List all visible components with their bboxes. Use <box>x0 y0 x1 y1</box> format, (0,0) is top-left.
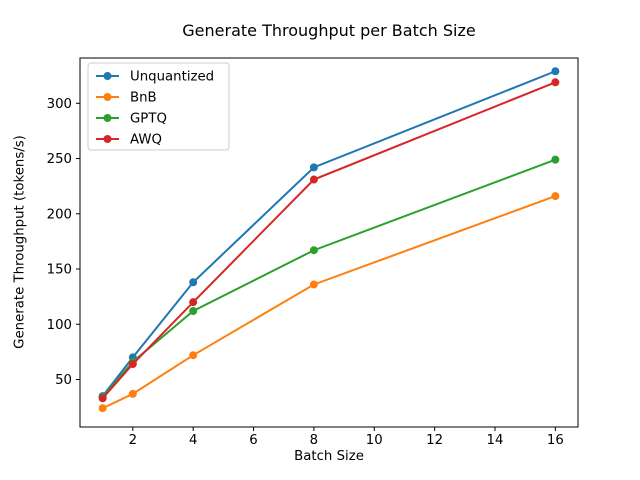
y-tick-label: 200 <box>47 207 72 222</box>
x-tick-label: 8 <box>310 433 318 448</box>
x-tick-label: 4 <box>189 433 197 448</box>
series-point-awq <box>98 394 107 403</box>
series-point-unquantized <box>189 278 198 287</box>
series-point-bnb <box>189 351 198 360</box>
series-point-bnb <box>309 280 318 289</box>
series-point-gptq <box>551 155 560 164</box>
series-point-bnb <box>98 404 107 413</box>
series-point-awq <box>551 78 560 87</box>
x-tick-label: 16 <box>547 433 564 448</box>
x-tick-label: 10 <box>366 433 383 448</box>
legend-label: BnB <box>130 91 157 106</box>
legend-marker <box>103 93 112 101</box>
series-point-bnb <box>551 192 560 201</box>
x-tick-label: 14 <box>487 433 504 448</box>
series-point-awq <box>309 175 318 184</box>
y-tick-label: 250 <box>47 152 72 167</box>
y-tick-label: 100 <box>47 318 72 333</box>
x-tick-label: 6 <box>249 433 257 448</box>
series-point-awq <box>128 360 137 369</box>
series-point-gptq <box>309 246 318 255</box>
x-axis-label: Batch Size <box>294 449 364 464</box>
series-point-unquantized <box>551 67 560 76</box>
series-point-gptq <box>189 306 198 315</box>
y-tick-label: 50 <box>55 373 72 388</box>
y-tick-label: 150 <box>47 263 72 278</box>
legend-marker <box>103 114 112 122</box>
series-point-bnb <box>128 389 137 398</box>
legend-box <box>87 62 230 151</box>
legend-label: GPTQ <box>130 112 167 127</box>
series-point-awq <box>189 298 198 307</box>
legend-label: AWQ <box>130 133 162 148</box>
x-tick-label: 12 <box>426 433 443 448</box>
x-tick-label: 2 <box>129 433 137 448</box>
plot-border <box>79 57 579 428</box>
legend-marker <box>103 72 112 80</box>
legend-label: Unquantized <box>130 70 214 85</box>
y-tick-label: 300 <box>47 97 72 112</box>
series-point-unquantized <box>309 163 318 172</box>
legend-marker <box>103 135 112 143</box>
chart-title: Generate Throughput per Batch Size <box>182 21 476 40</box>
series-line-bnb <box>102 195 556 410</box>
